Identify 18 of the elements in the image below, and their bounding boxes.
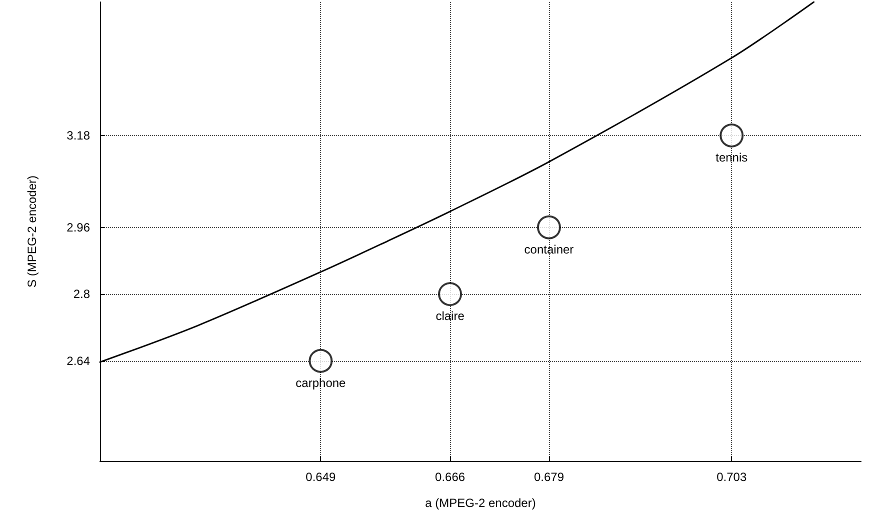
x-axis-title: a (MPEG-2 encoder)	[425, 496, 536, 510]
annotation: claire	[436, 309, 465, 324]
y-tick-label: 2.64	[66, 354, 90, 368]
x-tick-label: 0.649	[306, 470, 336, 484]
point	[438, 282, 462, 306]
y-tick-label: 2.8	[73, 287, 90, 302]
point	[720, 124, 744, 148]
annotation: tennis	[716, 150, 748, 165]
x-tick-label: 0.703	[716, 470, 747, 484]
x-tick-label: 0.666	[435, 470, 466, 484]
y-tick-label: 3.18	[66, 128, 90, 143]
y-tick-label: 2.96	[66, 220, 90, 234]
x-tick-label: 0.679	[534, 470, 564, 484]
point	[308, 348, 333, 373]
y-axis-title: S (MPEG-2 encoder)	[25, 175, 39, 288]
annotation: container	[524, 242, 574, 256]
annotation: carphone	[296, 376, 346, 390]
point	[537, 215, 561, 240]
